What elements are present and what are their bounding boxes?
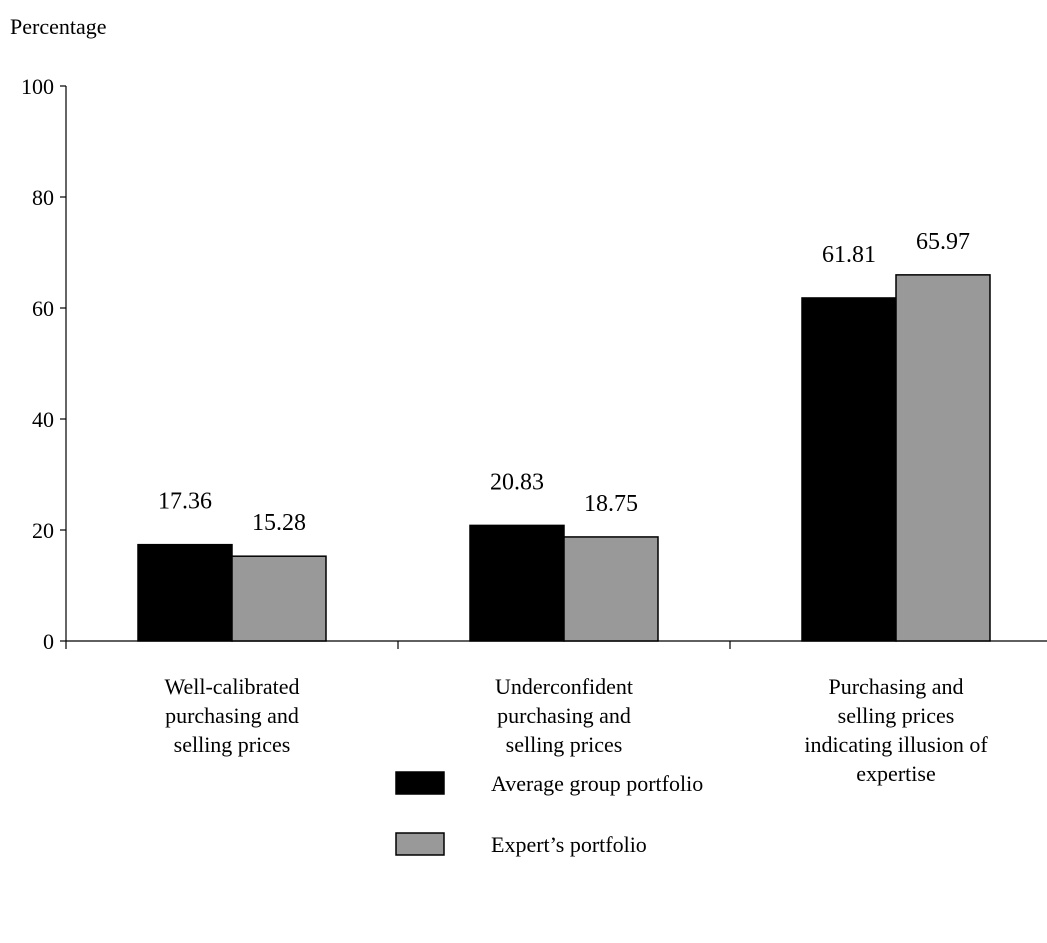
- y-ticks: 0 20 40 60 80 100: [21, 74, 66, 654]
- category-label-line: purchasing and: [165, 703, 299, 728]
- data-label: 61.81: [822, 242, 876, 268]
- category-label-line: selling prices: [174, 732, 291, 757]
- category-label-line: purchasing and: [497, 703, 631, 728]
- legend-label: Expert’s portfolio: [491, 832, 647, 857]
- category-label-line: indicating illusion of: [804, 732, 988, 757]
- bar: [895, 274, 991, 642]
- bar: [137, 543, 233, 642]
- bar: [231, 555, 327, 642]
- legend-label: Average group portfolio: [491, 771, 703, 796]
- category-label: Purchasing and selling prices indicating i…: [804, 674, 988, 786]
- category-label-line: selling prices: [506, 732, 623, 757]
- bar: [563, 536, 659, 642]
- y-tick-label: 20: [32, 518, 54, 543]
- data-label: 15.28: [252, 510, 306, 536]
- data-label: 20.83: [490, 469, 544, 495]
- y-tick-label: 80: [32, 185, 54, 210]
- category-label-line: Underconfident: [495, 674, 633, 699]
- legend-swatch: [395, 771, 445, 795]
- y-tick-label: 40: [32, 407, 54, 432]
- category-label-line: Well-calibrated: [164, 674, 299, 699]
- data-label: 65.97: [916, 229, 970, 255]
- bar: [469, 524, 565, 642]
- legend: Average group portfolio Expert’s portfoli…: [395, 771, 703, 857]
- y-tick-label: 60: [32, 296, 54, 321]
- category-labels: Well-calibrated purchasing and selling pri…: [164, 674, 988, 786]
- category-label-line: expertise: [856, 761, 935, 786]
- x-ticks: [65, 641, 731, 649]
- category-label: Well-calibrated purchasing and selling pri…: [164, 674, 299, 757]
- bar: [801, 297, 897, 642]
- y-axis-title: Percentage: [10, 14, 107, 39]
- y-tick-label: 100: [21, 74, 54, 99]
- data-labels: 17.36 15.28 20.83 18.75 61.81 65.97: [158, 229, 970, 536]
- category-label-line: Purchasing and: [828, 674, 963, 699]
- legend-swatch: [395, 832, 445, 856]
- bars: [137, 274, 991, 642]
- data-label: 17.36: [158, 489, 212, 515]
- y-tick-label: 0: [43, 629, 54, 654]
- data-label: 18.75: [584, 491, 638, 517]
- category-label-line: selling prices: [838, 703, 955, 728]
- category-label: Underconfident purchasing and selling pric…: [495, 674, 633, 757]
